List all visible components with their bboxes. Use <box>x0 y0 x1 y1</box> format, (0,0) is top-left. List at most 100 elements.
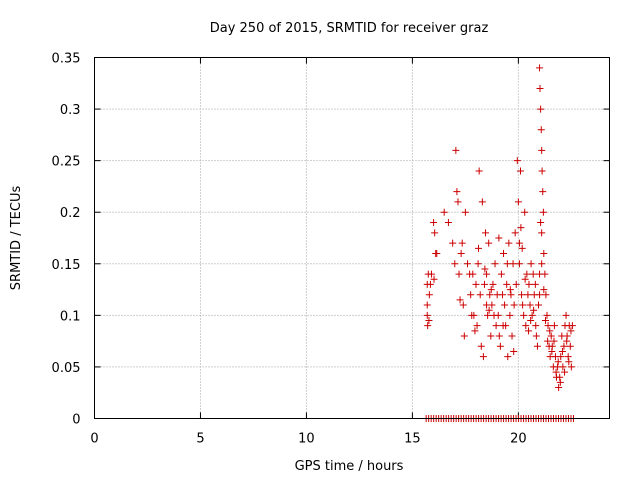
data-point <box>475 167 483 175</box>
data-point <box>474 260 482 268</box>
data-point <box>479 353 487 361</box>
data-point <box>535 301 543 309</box>
data-point <box>483 270 491 278</box>
data-point <box>455 270 463 278</box>
data-point <box>514 198 522 206</box>
data-point <box>522 322 530 330</box>
data-point <box>525 280 533 288</box>
y-tick-label: 0 <box>72 413 80 428</box>
data-point <box>528 311 536 319</box>
data-point <box>524 291 532 299</box>
data-point <box>541 317 549 325</box>
data-point <box>515 260 523 268</box>
data-point <box>536 270 544 278</box>
data-point <box>501 301 509 309</box>
x-tick-labels: 0 5 10 15 20 <box>90 432 526 447</box>
data-point <box>431 229 439 237</box>
y-tick-label: 0.25 <box>52 155 81 170</box>
data-point <box>504 353 512 361</box>
data-point <box>425 291 433 299</box>
data-point <box>481 265 489 273</box>
data-point <box>518 244 526 252</box>
data-point <box>453 188 461 196</box>
data-point <box>433 249 441 257</box>
data-point <box>508 332 516 340</box>
data-point <box>517 224 525 232</box>
data-point <box>478 198 486 206</box>
data-point <box>527 260 535 268</box>
data-point <box>518 291 526 299</box>
data-point <box>521 275 529 283</box>
data-point <box>471 327 479 335</box>
data-point <box>482 229 490 237</box>
data-points <box>422 64 577 422</box>
data-point <box>486 291 494 299</box>
data-point <box>527 317 535 325</box>
chart-title: Day 250 of 2015, SRMTID for receiver gra… <box>210 21 489 36</box>
data-point <box>533 342 541 350</box>
data-point <box>503 280 511 288</box>
data-point <box>566 342 574 350</box>
data-point <box>556 373 564 381</box>
data-point <box>540 249 548 257</box>
data-point <box>558 347 566 355</box>
y-tick-label: 0.05 <box>52 361 81 376</box>
data-point <box>568 322 576 330</box>
data-point <box>512 280 520 288</box>
x-tick-label: 0 <box>90 432 98 447</box>
data-point <box>427 270 435 278</box>
data-point <box>543 311 551 319</box>
y-tick-label: 0.35 <box>52 52 81 67</box>
data-point <box>540 286 548 294</box>
data-point <box>503 260 511 268</box>
data-point <box>470 311 478 319</box>
data-point <box>547 332 555 340</box>
data-point <box>464 260 472 268</box>
data-point <box>452 146 460 154</box>
data-point <box>454 198 462 206</box>
data-point <box>511 229 519 237</box>
data-point <box>516 167 524 175</box>
data-point <box>515 239 523 247</box>
data-point <box>496 342 504 350</box>
data-point <box>500 249 508 257</box>
grid <box>94 57 610 419</box>
data-point <box>544 337 552 345</box>
data-point <box>564 353 572 361</box>
data-point <box>497 270 505 278</box>
axis-ticks <box>94 57 610 419</box>
data-point <box>510 347 518 355</box>
data-point <box>461 208 469 216</box>
data-point <box>552 368 560 376</box>
data-point <box>537 126 545 134</box>
data-point <box>430 275 438 283</box>
data-point <box>554 358 562 366</box>
data-point <box>567 327 575 335</box>
data-point <box>537 219 545 227</box>
data-point <box>472 280 480 288</box>
data-point <box>499 322 507 330</box>
data-point <box>487 286 495 294</box>
data-point <box>510 301 518 309</box>
x-tick-label: 5 <box>196 432 204 447</box>
data-point <box>430 219 438 227</box>
data-point <box>506 311 514 319</box>
y-tick-labels: 0 0.05 0.1 0.15 0.2 0.25 0.3 0.35 <box>52 52 81 428</box>
data-point <box>485 239 493 247</box>
data-point <box>544 322 552 330</box>
data-point <box>489 280 497 288</box>
data-point <box>495 234 503 242</box>
data-point <box>532 332 540 340</box>
data-point <box>467 291 475 299</box>
data-point <box>539 188 547 196</box>
y-tick-label: 0.1 <box>60 309 81 324</box>
data-point <box>550 322 558 330</box>
data-point <box>444 219 452 227</box>
data-point <box>526 301 534 309</box>
data-point <box>425 317 433 325</box>
data-point <box>519 301 527 309</box>
data-point <box>494 311 502 319</box>
data-point <box>492 322 500 330</box>
data-point <box>426 280 434 288</box>
data-point <box>520 311 528 319</box>
